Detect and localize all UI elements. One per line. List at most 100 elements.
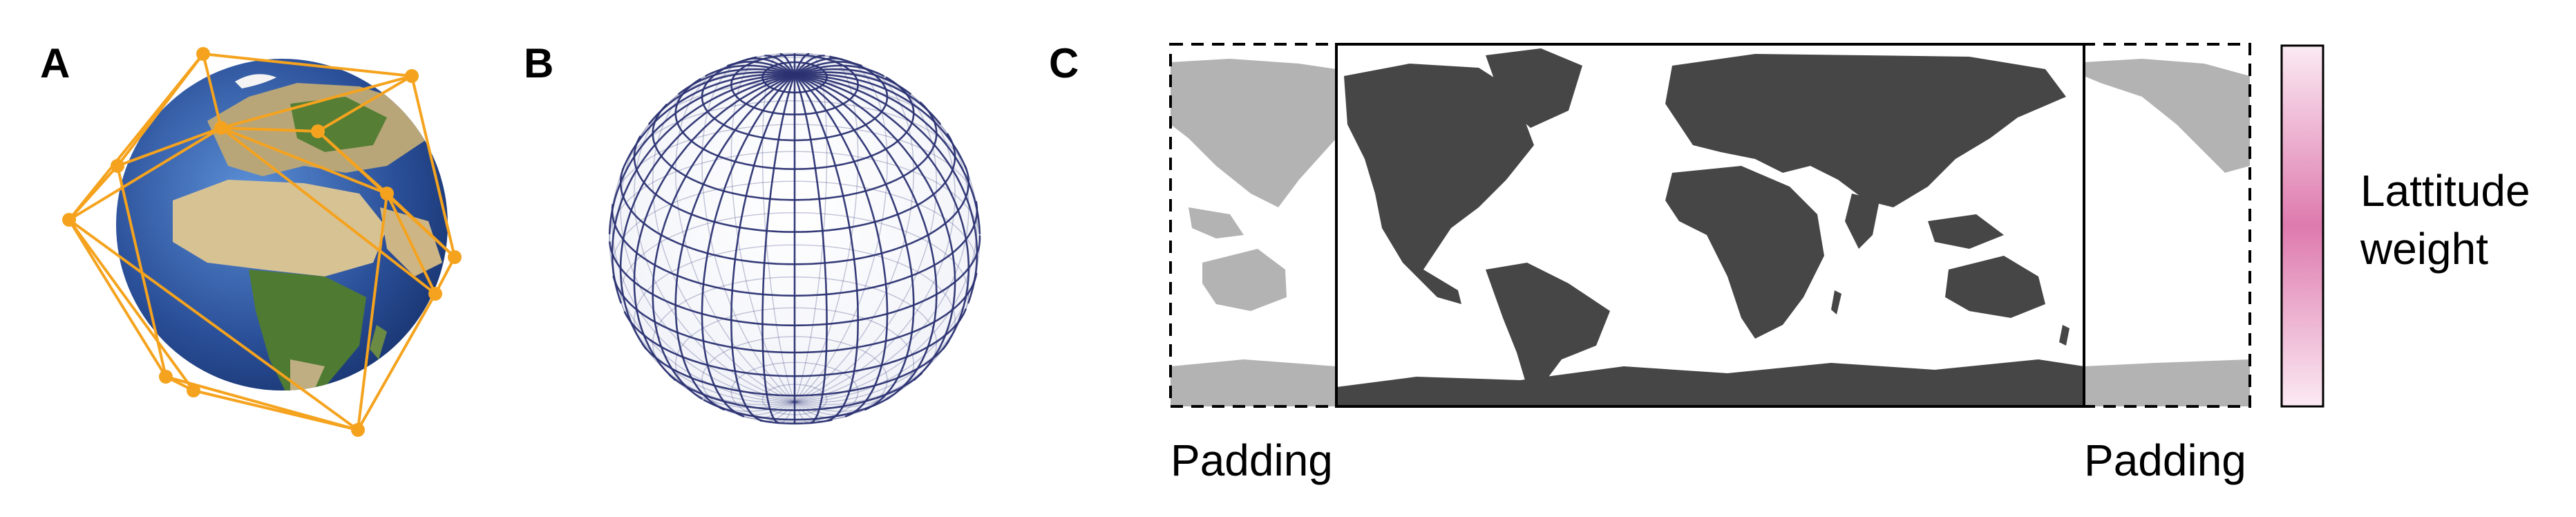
grid-line-front <box>794 200 978 297</box>
grid-line-front <box>794 340 950 397</box>
eurasia <box>1665 54 2066 207</box>
grid-line-back <box>701 59 795 403</box>
grid-line-front <box>761 74 796 424</box>
mesh-node <box>187 384 200 397</box>
grid-line-front <box>701 74 795 418</box>
grid-line-front <box>794 164 970 265</box>
mesh-edge <box>68 218 359 431</box>
panel-b: B <box>524 40 981 425</box>
grid-line-front <box>794 101 938 201</box>
mesh-edge <box>220 126 437 295</box>
grid-line-front <box>623 310 795 377</box>
grid-line-front <box>759 420 795 425</box>
mesh-node <box>196 47 210 61</box>
grid-line-front <box>674 77 795 170</box>
mesh-node <box>214 121 228 135</box>
mesh-edge <box>220 126 388 195</box>
grid-line-front <box>793 55 825 76</box>
grid-line-front <box>730 54 860 115</box>
main-map-frame <box>1335 43 2085 408</box>
grid-line-front <box>794 272 978 354</box>
grid-line-front <box>761 61 828 94</box>
maritime-asia <box>1928 214 2004 249</box>
mesh-node <box>62 213 76 227</box>
grid-line-front <box>612 275 795 354</box>
grid-line-front <box>701 56 795 142</box>
padding-right-continents <box>2084 59 2250 406</box>
mesh-node <box>380 187 394 200</box>
new-zealand <box>2059 325 2070 346</box>
grid-line-back <box>701 336 888 421</box>
madagascar-landmass <box>370 325 387 359</box>
north-america <box>1344 64 1534 304</box>
grid-line-back <box>609 151 981 242</box>
grid-line-back <box>724 401 795 416</box>
grid-line-back <box>634 93 795 403</box>
south-america <box>1486 263 1610 387</box>
panel-a-label: A <box>40 40 70 86</box>
grid-line-front <box>641 343 795 397</box>
padding-left-australia <box>1202 249 1287 311</box>
grid-line-back <box>744 402 795 420</box>
mesh-node <box>448 250 462 264</box>
grid-line-front <box>652 103 795 201</box>
antarctica <box>1336 359 2084 406</box>
latitude-weight-colorbar <box>2280 44 2324 408</box>
madagascar <box>1831 290 1841 314</box>
padding-left-islands <box>1188 207 1244 238</box>
grid-line-front <box>793 74 828 424</box>
grid-line-front <box>794 235 981 327</box>
mesh-edge <box>68 164 119 221</box>
grid-line-front <box>608 241 795 327</box>
padding-right-north-america <box>2084 59 2250 173</box>
grid-line-back <box>623 100 965 169</box>
mesh-node <box>311 124 325 138</box>
mesh-edge <box>202 53 222 129</box>
mesh-edge <box>68 218 167 378</box>
mesh-node <box>351 423 365 437</box>
mesh-edge <box>117 126 222 167</box>
mesh-edge <box>386 193 437 294</box>
icosahedral-mesh-nodes <box>62 47 462 437</box>
mesh-edge <box>220 126 319 133</box>
grid-line-front <box>795 419 833 425</box>
grid-line-back <box>794 401 865 416</box>
grid-line-front <box>794 74 889 418</box>
mesh-node <box>111 159 124 173</box>
grid-line-front <box>668 374 795 411</box>
grid-line-front <box>703 399 795 421</box>
mesh-edge <box>357 193 388 431</box>
africa <box>1665 166 1824 339</box>
continents <box>173 83 442 391</box>
padding-right-antarctica <box>2084 359 2250 406</box>
grid-line-front <box>795 76 915 170</box>
mesh-edge <box>68 218 195 392</box>
mesh-edge <box>116 53 205 167</box>
grid-line-front <box>779 53 796 75</box>
grid-line-back <box>794 65 915 403</box>
australia <box>1945 256 2045 318</box>
grid-line-front <box>795 397 889 421</box>
padding-left-label: Padding <box>1171 435 1333 485</box>
mesh-node <box>159 370 173 384</box>
grid-front-lines <box>608 53 981 425</box>
mesh-edge <box>357 293 437 431</box>
mesh-edge <box>68 126 222 221</box>
ice-cap <box>235 74 276 88</box>
grid-line-front <box>793 74 860 422</box>
icosahedral-mesh-edges <box>68 53 456 431</box>
mesh-edge <box>220 75 413 129</box>
mesh-edge <box>316 75 413 133</box>
colorbar-label-line1: Lattitude <box>2360 166 2530 216</box>
south-africa-landmass <box>290 359 325 391</box>
grid-line-front <box>611 204 795 297</box>
grid-line-front <box>794 308 967 377</box>
india <box>1845 194 1879 249</box>
grid-line-back <box>794 75 938 403</box>
main-continents <box>1336 48 2084 406</box>
panel-b-label: B <box>524 40 553 86</box>
grid-line-back <box>612 169 795 403</box>
grid-line-back <box>634 244 956 344</box>
padding-left-asia <box>1171 59 1336 207</box>
grid-line-back <box>794 402 846 420</box>
